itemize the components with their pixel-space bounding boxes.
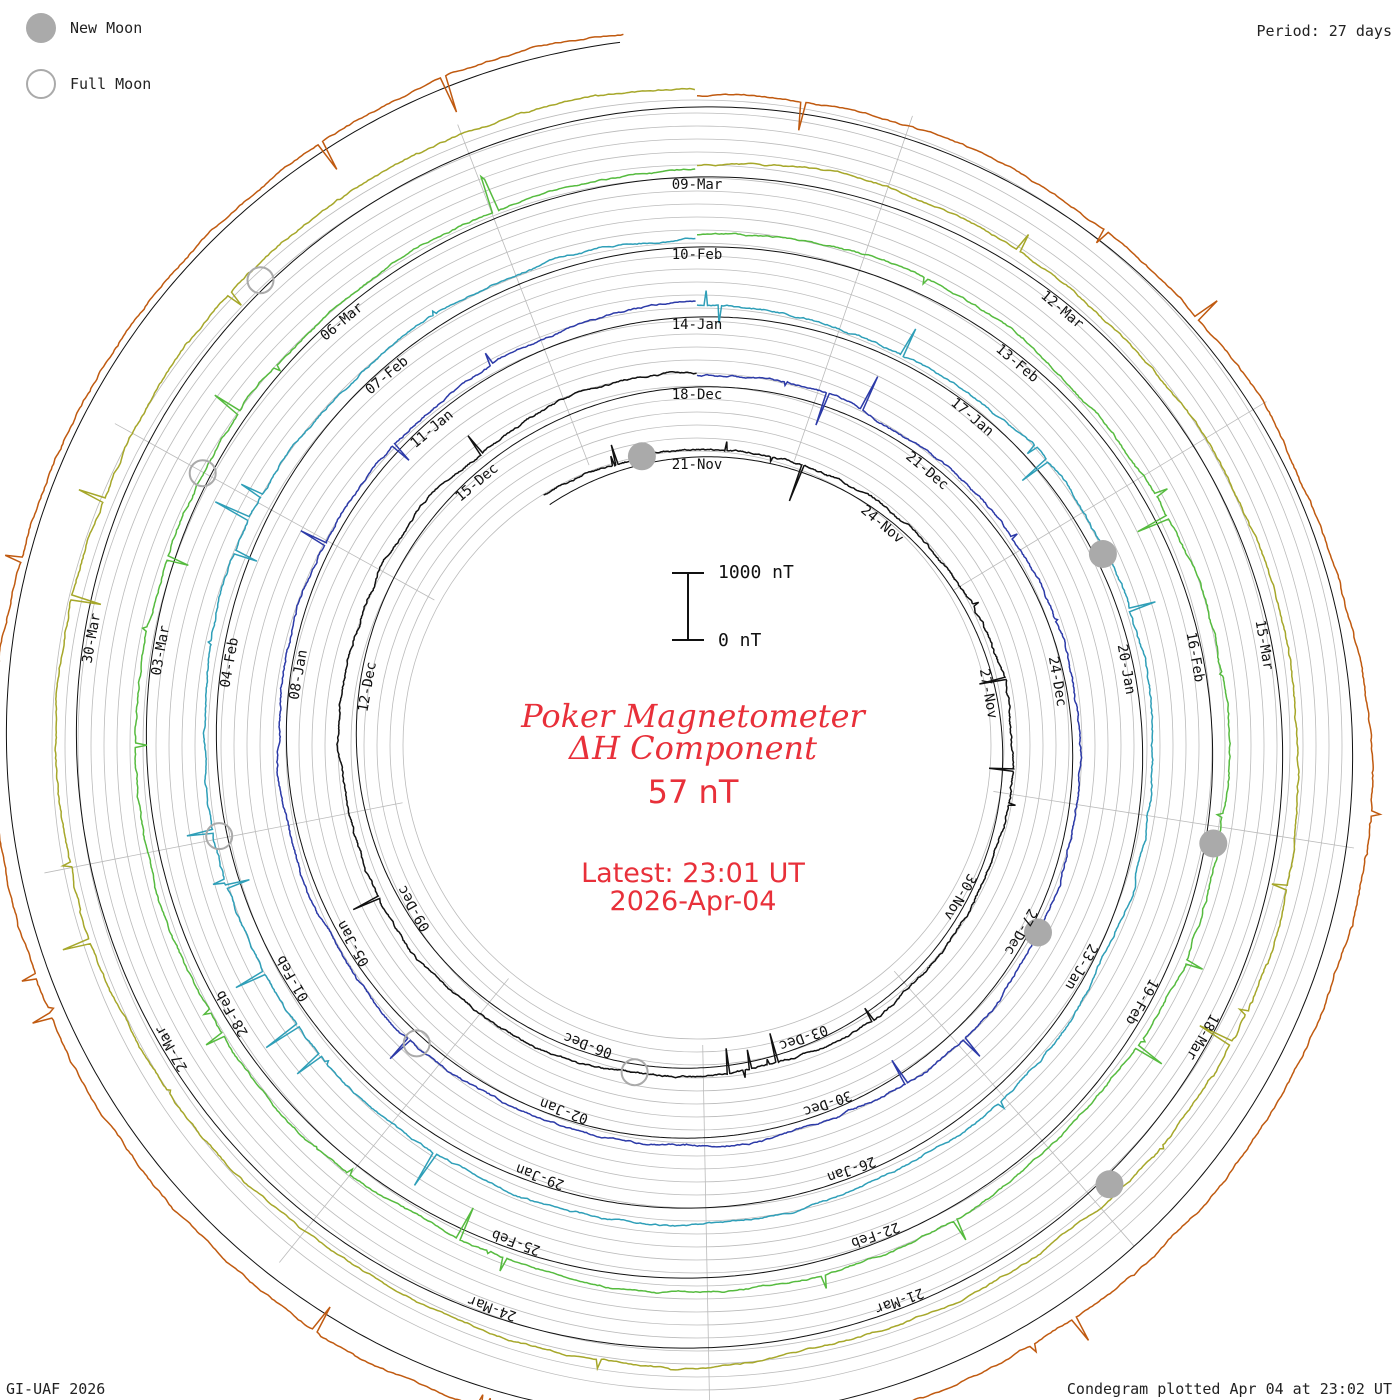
trace-cycle-nov-dec bbox=[336, 370, 1016, 1079]
scale-bar bbox=[672, 572, 704, 641]
grid-spoke bbox=[279, 978, 509, 1263]
new-moon-label: New Moon bbox=[70, 19, 143, 37]
grid-circle bbox=[64, 112, 1330, 1378]
grid-circle bbox=[155, 203, 1239, 1287]
date-label: 26-Jan bbox=[825, 1153, 878, 1185]
new-moon-marker bbox=[1024, 918, 1052, 947]
grid-circle bbox=[285, 333, 1109, 1157]
date-label: 21-Nov bbox=[672, 457, 723, 473]
grid-circles bbox=[51, 99, 1343, 1391]
grid-circle bbox=[90, 138, 1304, 1352]
chart-title: Poker Magnetometer ΔH Component bbox=[0, 700, 1386, 764]
trace-cycle-jan-feb bbox=[186, 237, 1156, 1227]
date-label: 07-Feb bbox=[363, 353, 412, 398]
new-moon-marker bbox=[627, 442, 656, 471]
new-moon-icon bbox=[26, 13, 56, 43]
date-label: 06-Dec bbox=[561, 1028, 614, 1060]
date-label: 17-Jan bbox=[947, 395, 996, 440]
grid-circle bbox=[129, 177, 1265, 1313]
legend-new-moon: New Moon bbox=[26, 12, 142, 44]
grid-spoke bbox=[702, 1044, 710, 1400]
date-label: 18-Dec bbox=[672, 387, 723, 403]
date-label: 21-Mar bbox=[873, 1284, 926, 1316]
full-moon-marker bbox=[620, 1058, 649, 1087]
latest-block: Latest: 23:01 UT 2026-Apr-04 bbox=[0, 860, 1386, 916]
latest-date: 2026-Apr-04 bbox=[609, 886, 777, 917]
grid-circle bbox=[324, 372, 1070, 1118]
trace-cycle-mar-apr bbox=[0, 33, 1383, 1400]
scale-top-label: 1000 nT bbox=[718, 562, 794, 583]
grid-circle bbox=[246, 294, 1148, 1196]
date-label: 10-Feb bbox=[672, 247, 723, 263]
grid-spokes bbox=[44, 115, 1355, 1400]
grid-circle bbox=[77, 125, 1317, 1365]
plotted-label: Condegram plotted Apr 04 at 23:02 UT bbox=[1066, 1380, 1392, 1398]
grid-spoke bbox=[457, 124, 590, 466]
grid-circle bbox=[298, 346, 1096, 1144]
baseline-spiral bbox=[5, 41, 1354, 1400]
grid-circle bbox=[259, 307, 1135, 1183]
date-label: 24-Nov bbox=[857, 502, 906, 547]
full-moon-marker bbox=[188, 459, 217, 488]
grid-spoke bbox=[893, 970, 1135, 1247]
latest-time: Latest: 23:01 UT bbox=[581, 858, 805, 889]
date-label: 15-Dec bbox=[453, 460, 502, 505]
date-label: 25-Feb bbox=[490, 1226, 543, 1258]
new-moon-marker bbox=[1088, 540, 1117, 568]
scale-bottom-label: 0 nT bbox=[718, 630, 762, 651]
grid-spoke bbox=[953, 401, 1267, 591]
full-moon-marker bbox=[402, 1029, 431, 1058]
grid-circle bbox=[363, 411, 1031, 1079]
new-moon-marker bbox=[1199, 829, 1228, 858]
grid-circle bbox=[103, 151, 1291, 1339]
grid-circle bbox=[51, 99, 1343, 1391]
legend-full-moon: Full Moon bbox=[26, 68, 151, 100]
grid-circle bbox=[350, 398, 1044, 1092]
date-label: 09-Mar bbox=[672, 177, 723, 193]
date-label: 27-Mar bbox=[152, 1022, 191, 1074]
date-label: 08-Jan bbox=[286, 649, 311, 702]
title-line-2: ΔH Component bbox=[568, 729, 818, 767]
grid-circle bbox=[168, 216, 1226, 1274]
date-label: 24-Mar bbox=[466, 1292, 519, 1324]
grid-circle bbox=[389, 437, 1005, 1053]
grid-circle bbox=[337, 385, 1057, 1105]
date-label: 16-Feb bbox=[1183, 631, 1208, 684]
period-label: Period: 27 days bbox=[1256, 22, 1392, 40]
date-label: 03-Mar bbox=[149, 624, 174, 677]
date-label: 23-Jan bbox=[1061, 941, 1100, 993]
full-moon-label: Full Moon bbox=[70, 75, 152, 93]
grid-spoke bbox=[44, 802, 403, 874]
baseline-spiral-path bbox=[5, 41, 1354, 1400]
new-moon-marker bbox=[1095, 1170, 1124, 1199]
credit-label: GI-UAF 2026 bbox=[6, 1380, 106, 1398]
trace-cycle-dec-jan bbox=[276, 300, 1083, 1148]
grid-spoke bbox=[114, 423, 435, 601]
grid-circle bbox=[181, 229, 1213, 1261]
full-moon-icon bbox=[26, 69, 56, 99]
date-label: 14-Jan bbox=[672, 317, 723, 333]
date-label: 19-Feb bbox=[1122, 976, 1161, 1028]
magnetometer-trace bbox=[0, 33, 1383, 1400]
full-moon-marker bbox=[246, 266, 275, 295]
grid-circle bbox=[402, 450, 992, 1040]
moon-markers bbox=[188, 266, 1228, 1199]
trace-cycle-feb-mar bbox=[134, 168, 1231, 1294]
grid-spoke bbox=[793, 115, 913, 462]
date-label: 22-Feb bbox=[849, 1218, 902, 1250]
current-value: 57 nT bbox=[647, 773, 739, 811]
title-line-1: Poker Magnetometer bbox=[521, 697, 865, 735]
full-moon-marker bbox=[205, 822, 234, 851]
trace-cycle-mar bbox=[54, 87, 1300, 1372]
grid-circle bbox=[311, 359, 1083, 1131]
grid-circle bbox=[376, 424, 1018, 1066]
grid-circle bbox=[194, 242, 1200, 1248]
grid-circle bbox=[207, 255, 1187, 1235]
grid-circle bbox=[272, 320, 1122, 1170]
grid-circle bbox=[220, 268, 1174, 1222]
